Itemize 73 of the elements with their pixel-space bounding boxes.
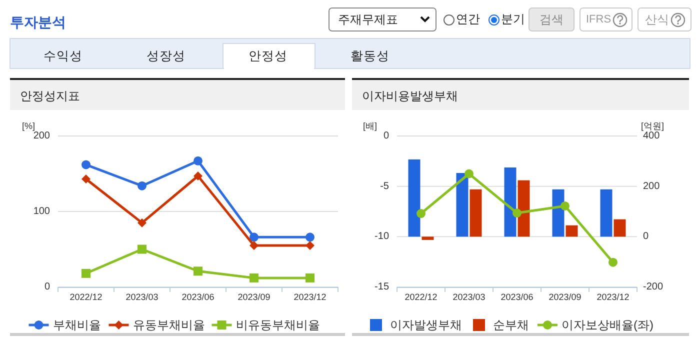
point: [250, 232, 258, 242]
text: 검색: [540, 12, 564, 26]
x-tick-label: 2023/12: [596, 292, 630, 302]
x-tick-label: 2023/03: [126, 292, 158, 302]
text: 산식: [645, 12, 669, 26]
y-axis-title: [%]: [22, 121, 36, 131]
point: [250, 273, 258, 282]
y-axis-title: [배]: [363, 121, 378, 131]
x-tick-label: 2023/12: [294, 292, 326, 302]
legend-label: 순부채: [493, 318, 529, 332]
point: [306, 240, 314, 250]
y2-tick-label: 0: [643, 231, 649, 242]
bar: [422, 236, 434, 240]
text: 안정성: [248, 49, 288, 63]
bar: [408, 159, 420, 237]
point: [82, 160, 90, 170]
legend-label: 부채비율: [52, 318, 101, 332]
point: [512, 208, 522, 218]
point: [194, 172, 202, 181]
point: [194, 156, 202, 166]
point: [306, 273, 314, 282]
y-tick-label: -10: [374, 231, 390, 242]
point: [416, 209, 426, 218]
y2-axis-title: [억원]: [641, 121, 664, 131]
y-tick-label: -15: [374, 282, 390, 292]
point: [608, 258, 618, 267]
y2-tick-label: 400: [643, 130, 660, 142]
text: 연간: [456, 12, 480, 26]
x-tick-label: 2022/12: [70, 292, 102, 302]
point: [250, 240, 258, 250]
text: 주재무제표: [338, 12, 398, 26]
point: [82, 174, 90, 184]
y-tick-label: 0: [383, 130, 390, 142]
x-tick-label: 2022/12: [404, 292, 438, 302]
point: [560, 201, 570, 210]
bar: [552, 189, 564, 237]
point: [194, 266, 202, 276]
point: [306, 232, 314, 242]
chart-title: 이자비용발생부채: [362, 89, 458, 103]
text: 성장성: [146, 49, 186, 63]
point: [464, 169, 474, 178]
x-tick-label: 2023/09: [548, 292, 582, 302]
y-tick-label: 200: [33, 130, 50, 142]
bar: [614, 219, 626, 237]
text: 활동성: [350, 49, 390, 63]
text: 투자분석: [10, 14, 66, 30]
point: [138, 244, 146, 254]
legend-label: 이자발생부채: [390, 318, 462, 332]
bar: [518, 180, 530, 237]
point: [138, 181, 146, 190]
y2-tick-label: 200: [643, 180, 660, 192]
x-tick-label: 2023/09: [238, 292, 270, 302]
x-tick-label: 2023/06: [500, 292, 534, 302]
bar: [600, 189, 612, 237]
bar: [504, 167, 516, 237]
text: 수익성: [44, 49, 82, 63]
text: IFRS: [586, 14, 612, 26]
legend-label: 비유동부채비율: [236, 318, 320, 332]
point: [138, 218, 146, 228]
point: [82, 268, 90, 278]
bar: [566, 225, 578, 237]
legend-label: 유동부채비율: [132, 318, 205, 332]
bar: [470, 189, 482, 237]
y-tick-label: 0: [44, 282, 50, 292]
legend-label: 이자보상배율(좌): [562, 318, 654, 332]
x-tick-label: 2023/03: [452, 292, 486, 302]
y-tick-label: 100: [33, 206, 50, 217]
y-tick-label: -5: [380, 180, 390, 192]
x-tick-label: 2023/06: [182, 292, 214, 302]
chart-title: 안정성지표: [20, 89, 80, 103]
bar: [456, 172, 468, 237]
text: 분기: [501, 12, 525, 26]
y2-tick-label: -200: [643, 282, 664, 292]
